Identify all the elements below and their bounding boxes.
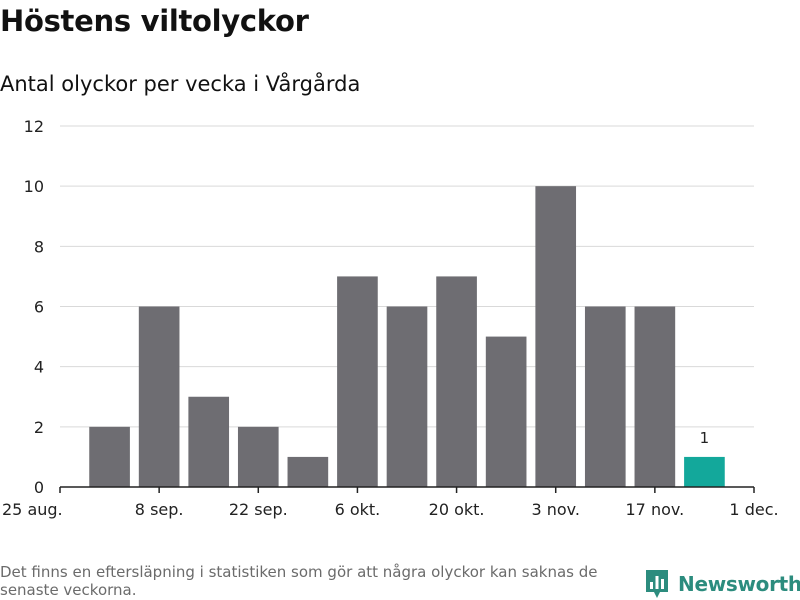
bar — [386, 306, 428, 487]
chart-subtitle: Antal olyckor per vecka i Vårgårda — [0, 72, 361, 96]
bar — [684, 456, 725, 487]
x-tick-label: 8 sep. — [135, 500, 184, 519]
highlight-value-label: 1 — [700, 429, 710, 447]
x-tick-label: 1 dec. — [729, 500, 778, 519]
bar — [237, 426, 279, 487]
y-tick-label: 4 — [34, 358, 44, 377]
y-tick-label: 2 — [34, 418, 44, 437]
y-tick-label: 10 — [24, 177, 44, 196]
y-tick-label: 6 — [34, 298, 44, 317]
x-tick-label: 22 sep. — [229, 500, 288, 519]
bar — [584, 306, 626, 487]
bar-chart: 0 2 4 6 8 10 12 25 aug. 8 sep. 22 sep. 6 okt. 20 o… — [2, 117, 779, 519]
bar — [337, 276, 378, 487]
bar — [436, 276, 477, 487]
x-axis: 25 aug. 8 sep. 22 sep. 6 okt. 20 okt. 3 nov. 1… — [2, 486, 779, 519]
y-axis-ticks: 0 2 4 6 8 10 12 — [24, 117, 44, 497]
bar — [138, 306, 180, 487]
x-tick-label: 6 okt. — [335, 500, 381, 519]
x-tick-label: 20 okt. — [429, 500, 485, 519]
bar — [535, 186, 577, 487]
y-tick-label: 12 — [24, 117, 44, 136]
chart-title: Höstens viltolyckor — [0, 4, 309, 38]
bars — [89, 186, 725, 487]
bar — [89, 426, 130, 487]
x-tick-label: 3 nov. — [531, 500, 580, 519]
bar-chart-pin-icon — [646, 570, 668, 598]
brand-name: Newsworthy — [678, 572, 800, 596]
bar — [634, 306, 676, 487]
y-tick-label: 0 — [34, 478, 44, 497]
y-tick-label: 8 — [34, 237, 44, 256]
footnote: Det finns en eftersläpning i statistiken… — [0, 563, 598, 599]
bar — [188, 396, 230, 487]
bar — [287, 456, 329, 487]
bar — [485, 336, 527, 487]
x-tick-label: 17 nov. — [626, 500, 685, 519]
data-labels: 1 — [700, 429, 710, 447]
x-tick-label: 25 aug. — [2, 500, 63, 519]
brand-logo[interactable]: Newsworthy — [644, 568, 800, 600]
